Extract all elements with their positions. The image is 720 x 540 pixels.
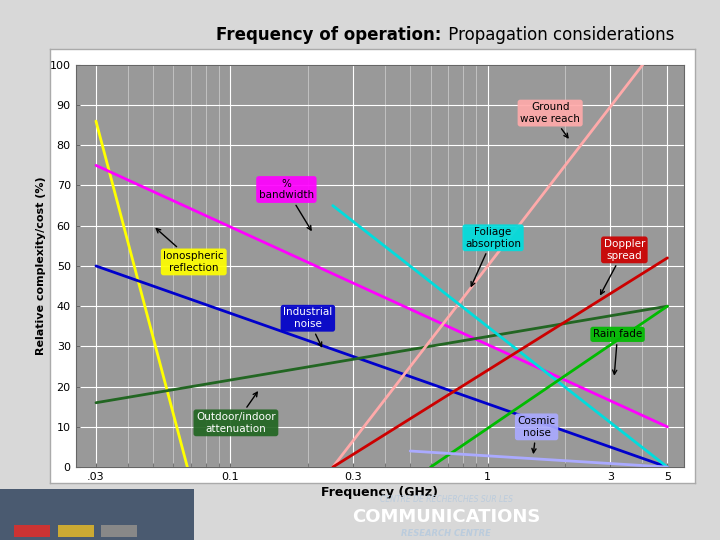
- Text: Rain fade: Rain fade: [593, 329, 642, 374]
- Text: Ground
wave reach: Ground wave reach: [521, 102, 580, 138]
- Text: Doppler
spread: Doppler spread: [600, 239, 645, 294]
- Text: %
bandwidth: % bandwidth: [258, 179, 314, 230]
- Text: Propagation considerations: Propagation considerations: [443, 26, 674, 44]
- Text: COMMUNICATIONS: COMMUNICATIONS: [352, 509, 541, 526]
- Text: Frequency of operation:: Frequency of operation:: [216, 26, 441, 44]
- Text: CENTRE DE RECHERCHES SUR LES: CENTRE DE RECHERCHES SUR LES: [380, 496, 513, 504]
- Text: Cosmic
noise: Cosmic noise: [518, 416, 556, 453]
- Text: Foliage
absorption: Foliage absorption: [465, 227, 521, 286]
- Bar: [58, 525, 94, 537]
- Text: Outdoor/indoor
attenuation: Outdoor/indoor attenuation: [196, 392, 276, 434]
- Bar: [14, 525, 50, 537]
- Text: RESEARCH CENTRE: RESEARCH CENTRE: [402, 529, 491, 538]
- Bar: [0, 489, 194, 540]
- Text: Industrial
noise: Industrial noise: [283, 307, 333, 347]
- X-axis label: Frequency (GHz): Frequency (GHz): [321, 486, 438, 499]
- Text: Ionospheric
reflection: Ionospheric reflection: [156, 228, 224, 273]
- Y-axis label: Relative complexity/cost (%): Relative complexity/cost (%): [35, 177, 45, 355]
- Bar: [101, 525, 137, 537]
